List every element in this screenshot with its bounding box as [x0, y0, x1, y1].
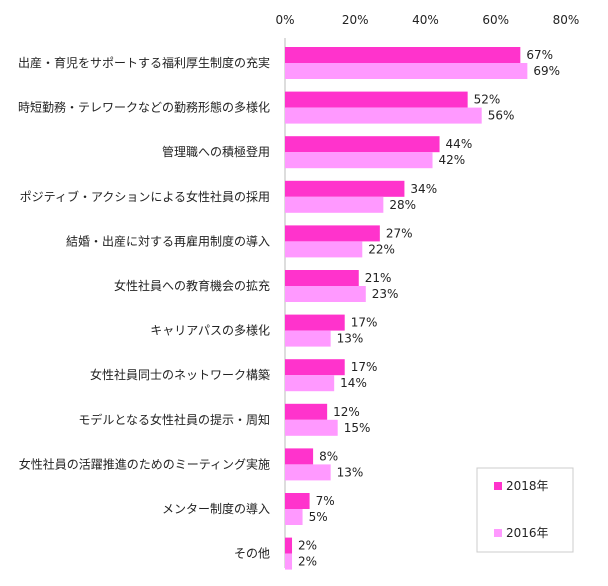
x-tick-label: 0% — [275, 13, 294, 27]
data-label: 56% — [488, 109, 515, 123]
data-label: 13% — [337, 465, 364, 479]
category-label: 女性社員の活躍推進のためのミーティング実施 — [19, 456, 270, 471]
data-label: 27% — [386, 226, 413, 240]
bar-2018年 — [285, 47, 521, 63]
category-label: 結婚・出産に対する再雇用制度の導入 — [66, 233, 270, 248]
bar-2018年 — [285, 136, 440, 153]
bar-2016年 — [285, 375, 335, 392]
data-label: 44% — [446, 137, 473, 151]
data-label: 28% — [389, 198, 416, 212]
data-label: 23% — [372, 287, 399, 301]
data-label: 8% — [319, 449, 338, 463]
legend-swatch — [494, 482, 502, 490]
data-label: 67% — [526, 48, 553, 62]
x-tick-label: 60% — [482, 13, 509, 27]
bar-2018年 — [285, 493, 310, 509]
data-label: 12% — [333, 405, 360, 419]
data-label: 14% — [340, 376, 367, 390]
x-tick-label: 80% — [553, 13, 580, 27]
data-label: 34% — [410, 182, 437, 196]
category-label: メンター制度の導入 — [162, 501, 270, 516]
bar-2016年 — [285, 419, 338, 436]
x-tick-label: 20% — [342, 13, 369, 27]
data-label: 5% — [309, 510, 328, 524]
data-label: 7% — [316, 494, 335, 508]
bar-2016年 — [285, 152, 433, 169]
legend-box — [476, 467, 574, 553]
category-label: 女性社員への教育機会の拡充 — [114, 278, 270, 293]
category-label: 時短勤務・テレワークなどの勤務形態の多様化 — [18, 100, 270, 115]
bar-2016年 — [285, 553, 293, 570]
bar-2018年 — [285, 448, 314, 465]
data-label: 42% — [439, 153, 466, 167]
bar-2018年 — [285, 537, 293, 554]
bar-2018年 — [285, 403, 328, 420]
bar-2016年 — [285, 286, 366, 302]
bar-2016年 — [285, 63, 528, 79]
legend-label: 2018年 — [506, 479, 549, 493]
category-label: 出産・育児をサポートする福利厚生制度の充実 — [18, 55, 270, 70]
bar-2016年 — [285, 107, 482, 124]
data-label: 21% — [365, 271, 392, 285]
data-label: 15% — [344, 421, 371, 435]
bar-2016年 — [285, 196, 384, 213]
data-label: 22% — [368, 242, 395, 256]
x-tick-label: 40% — [412, 13, 439, 27]
data-label: 2% — [298, 555, 317, 569]
data-label: 52% — [474, 93, 501, 107]
legend-label: 2016年 — [506, 526, 549, 540]
category-label: キャリアパスの多様化 — [150, 324, 270, 338]
category-label: モデルとなる女性社員の提示・周知 — [78, 412, 270, 427]
category-label: 女性社員同士のネットワーク構築 — [90, 367, 270, 382]
bar-2018年 — [285, 180, 405, 197]
bar-2018年 — [285, 359, 345, 376]
bar-2016年 — [285, 509, 303, 525]
data-label: 69% — [533, 64, 560, 78]
legend-swatch — [494, 529, 502, 537]
bar-2018年 — [285, 270, 359, 286]
bar-2018年 — [285, 225, 380, 242]
legend: 2018年 2016年 — [476, 467, 574, 553]
data-label: 17% — [351, 360, 378, 374]
bar-2016年 — [285, 241, 363, 258]
bar-2018年 — [285, 91, 468, 108]
data-label: 17% — [351, 316, 378, 330]
category-label: ポジティブ・アクションによる女性社員の採用 — [20, 189, 270, 204]
bar-2016年 — [285, 330, 331, 347]
bars-layer — [285, 47, 528, 570]
bar-2018年 — [285, 314, 345, 331]
category-label: 管理職への積極登用 — [162, 144, 270, 159]
data-label: 2% — [298, 539, 317, 553]
category-label: その他 — [234, 547, 270, 561]
bar-2016年 — [285, 464, 331, 481]
labels-layer: 出産・育児をサポートする福利厚生制度の充実 67% 69% 時短勤務・テレワークなどの… — [18, 48, 560, 569]
data-label: 13% — [337, 332, 364, 346]
